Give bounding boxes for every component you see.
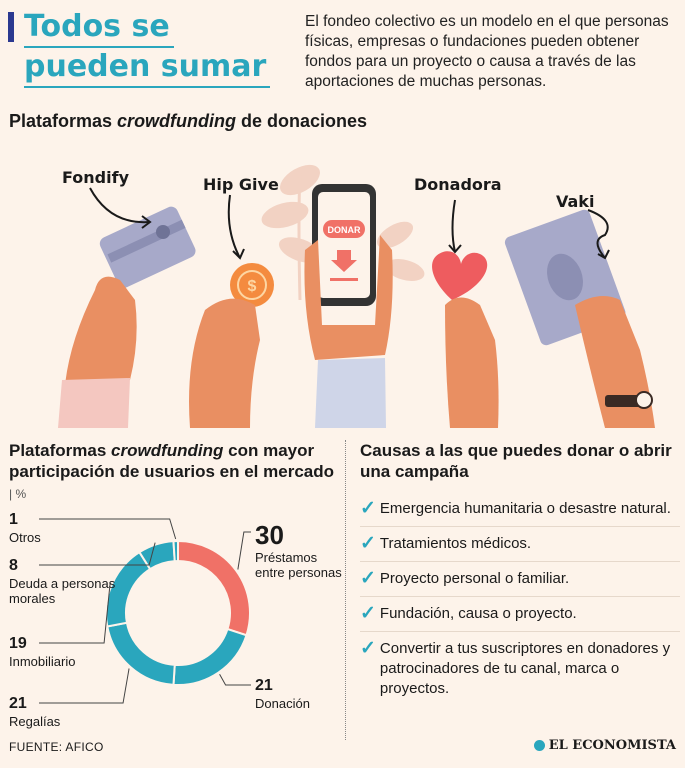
checkmark-icon: ✓ xyxy=(360,568,376,589)
data-label-value: 30 xyxy=(255,520,284,550)
checkmark-icon: ✓ xyxy=(360,638,376,659)
list-item: ✓ Convertir a tus suscriptores en donador… xyxy=(360,638,671,698)
donadora-hand xyxy=(432,251,499,428)
checkmark-icon: ✓ xyxy=(360,533,376,554)
leader-line xyxy=(39,583,111,644)
data-label-value: 19 xyxy=(9,635,27,652)
label-arrows xyxy=(89,187,610,260)
data-label-value: 21 xyxy=(9,695,27,712)
platform-label-fondify: Fondify xyxy=(62,168,129,187)
vaki-hand xyxy=(504,209,655,428)
data-label-category: Inmobiliario xyxy=(9,654,75,669)
data-label-value: 1 xyxy=(9,511,18,528)
phone-donate-label: DONAR xyxy=(328,225,361,235)
title-accent-bar xyxy=(8,12,14,42)
leader-line xyxy=(39,518,177,540)
list-item: ✓ Tratamientos médicos. xyxy=(360,527,680,562)
donut-slice xyxy=(177,539,251,637)
checkmark-icon: ✓ xyxy=(360,603,376,624)
list-item: ✓ Proyecto personal o familiar. xyxy=(360,562,680,597)
chart-unit: | % xyxy=(9,487,27,501)
leader-line xyxy=(219,673,251,686)
brand-dot-icon xyxy=(533,740,545,751)
data-label-category: Otros xyxy=(9,530,41,545)
platform-label-vaki: Vaki xyxy=(556,192,595,211)
page-title: Todos se pueden sumar xyxy=(24,8,271,88)
phone-hand: DONAR xyxy=(304,184,393,428)
source-note: FUENTE: AFICO xyxy=(9,740,104,754)
donut-slice xyxy=(172,539,179,563)
platform-label-donadora: Donadora xyxy=(414,175,502,194)
data-label-category: entre personas xyxy=(255,565,342,580)
leaves-decoration xyxy=(261,164,425,301)
data-label-category: Préstamos xyxy=(255,550,318,565)
data-label-category: morales xyxy=(9,591,56,606)
data-label-value: 8 xyxy=(9,557,18,574)
leader-line xyxy=(237,531,251,570)
checkmark-icon: ✓ xyxy=(360,498,376,519)
causes-list: ✓ Emergencia humanitaria o desastre natur… xyxy=(360,492,680,706)
data-label-category: Donación xyxy=(255,696,310,711)
chart-section-title: Plataformas crowdfunding con mayor parti… xyxy=(9,441,334,501)
list-item: ✓ Emergencia humanitaria o desastre natur… xyxy=(360,492,680,527)
column-divider xyxy=(345,440,346,740)
data-label-value: 21 xyxy=(255,677,273,694)
leader-line xyxy=(39,542,156,566)
platforms-section-title: Plataformas crowdfunding de donaciones xyxy=(9,111,368,131)
leader-line xyxy=(39,668,130,704)
platform-label-hipgive: Hip Give xyxy=(203,175,279,194)
hipgive-hand: $ xyxy=(189,263,274,428)
data-label-category: Deuda a personas xyxy=(9,576,116,591)
hands-illustration: $ DONAR xyxy=(58,164,655,428)
brand-logo: EL ECONOMISTA xyxy=(533,738,676,753)
causes-section-title: Causas a las que puedes donar o abrir un… xyxy=(360,441,672,481)
fondify-hand xyxy=(58,206,196,428)
svg-text:$: $ xyxy=(248,278,257,295)
title-line-1: Todos se xyxy=(24,8,174,48)
donut-slice xyxy=(172,627,248,686)
intro-text: El fondeo colectivo es un modelo en el q… xyxy=(305,13,669,90)
list-item: ✓ Fundación, causa o proyecto. xyxy=(360,597,680,632)
title-line-2: pueden sumar xyxy=(24,48,271,88)
data-label-category: Regalías xyxy=(9,714,61,729)
donut-slice xyxy=(106,621,176,686)
